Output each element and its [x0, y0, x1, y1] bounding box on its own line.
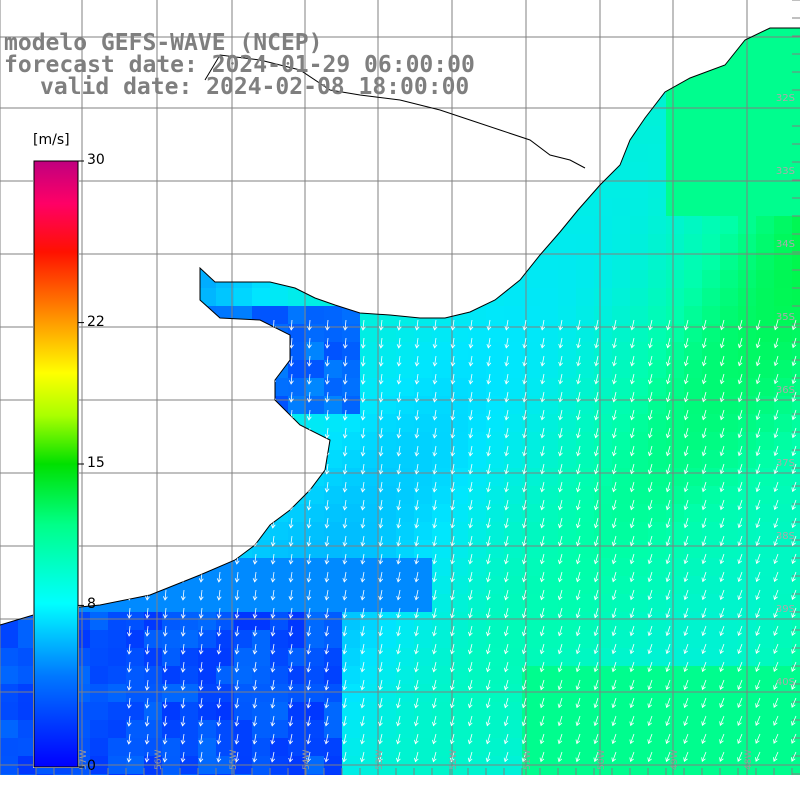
- lat-label: 33S: [776, 166, 795, 177]
- lat-label: 38S: [776, 531, 795, 542]
- lon-label: 55W: [229, 750, 239, 770]
- lon-label: 49W: [670, 750, 680, 770]
- colorbar: [33, 160, 84, 768]
- lon-label: 54W: [302, 750, 312, 770]
- colorbar-tick-label: 15: [87, 455, 105, 471]
- lat-label: 39S: [776, 604, 795, 615]
- lon-label: 48W: [744, 750, 754, 770]
- colorbar-tick-label: 0: [87, 758, 96, 774]
- colorbar-unit: [m/s]: [33, 132, 70, 148]
- colorbar-tick-label: 30: [87, 152, 105, 168]
- lon-label: 56W: [154, 750, 164, 770]
- lon-label: 50W: [597, 750, 607, 770]
- lon-label: 51W: [523, 750, 533, 770]
- lon-label: 53W: [375, 750, 385, 770]
- colorbar-gradient: [34, 161, 78, 767]
- lat-label: 32S: [776, 93, 795, 104]
- lat-label: 37S: [776, 458, 795, 469]
- lat-label: 36S: [776, 385, 795, 396]
- lat-label: 35S: [776, 312, 795, 323]
- colorbar-tick-label: 22: [87, 314, 105, 330]
- lat-label: 40S: [776, 677, 795, 688]
- colorbar-tick-label: 8: [87, 596, 96, 612]
- lat-label: 34S: [776, 239, 795, 250]
- valid-date: valid date: 2024-02-08 18:00:00: [40, 75, 469, 99]
- lon-label: 52W: [449, 750, 459, 770]
